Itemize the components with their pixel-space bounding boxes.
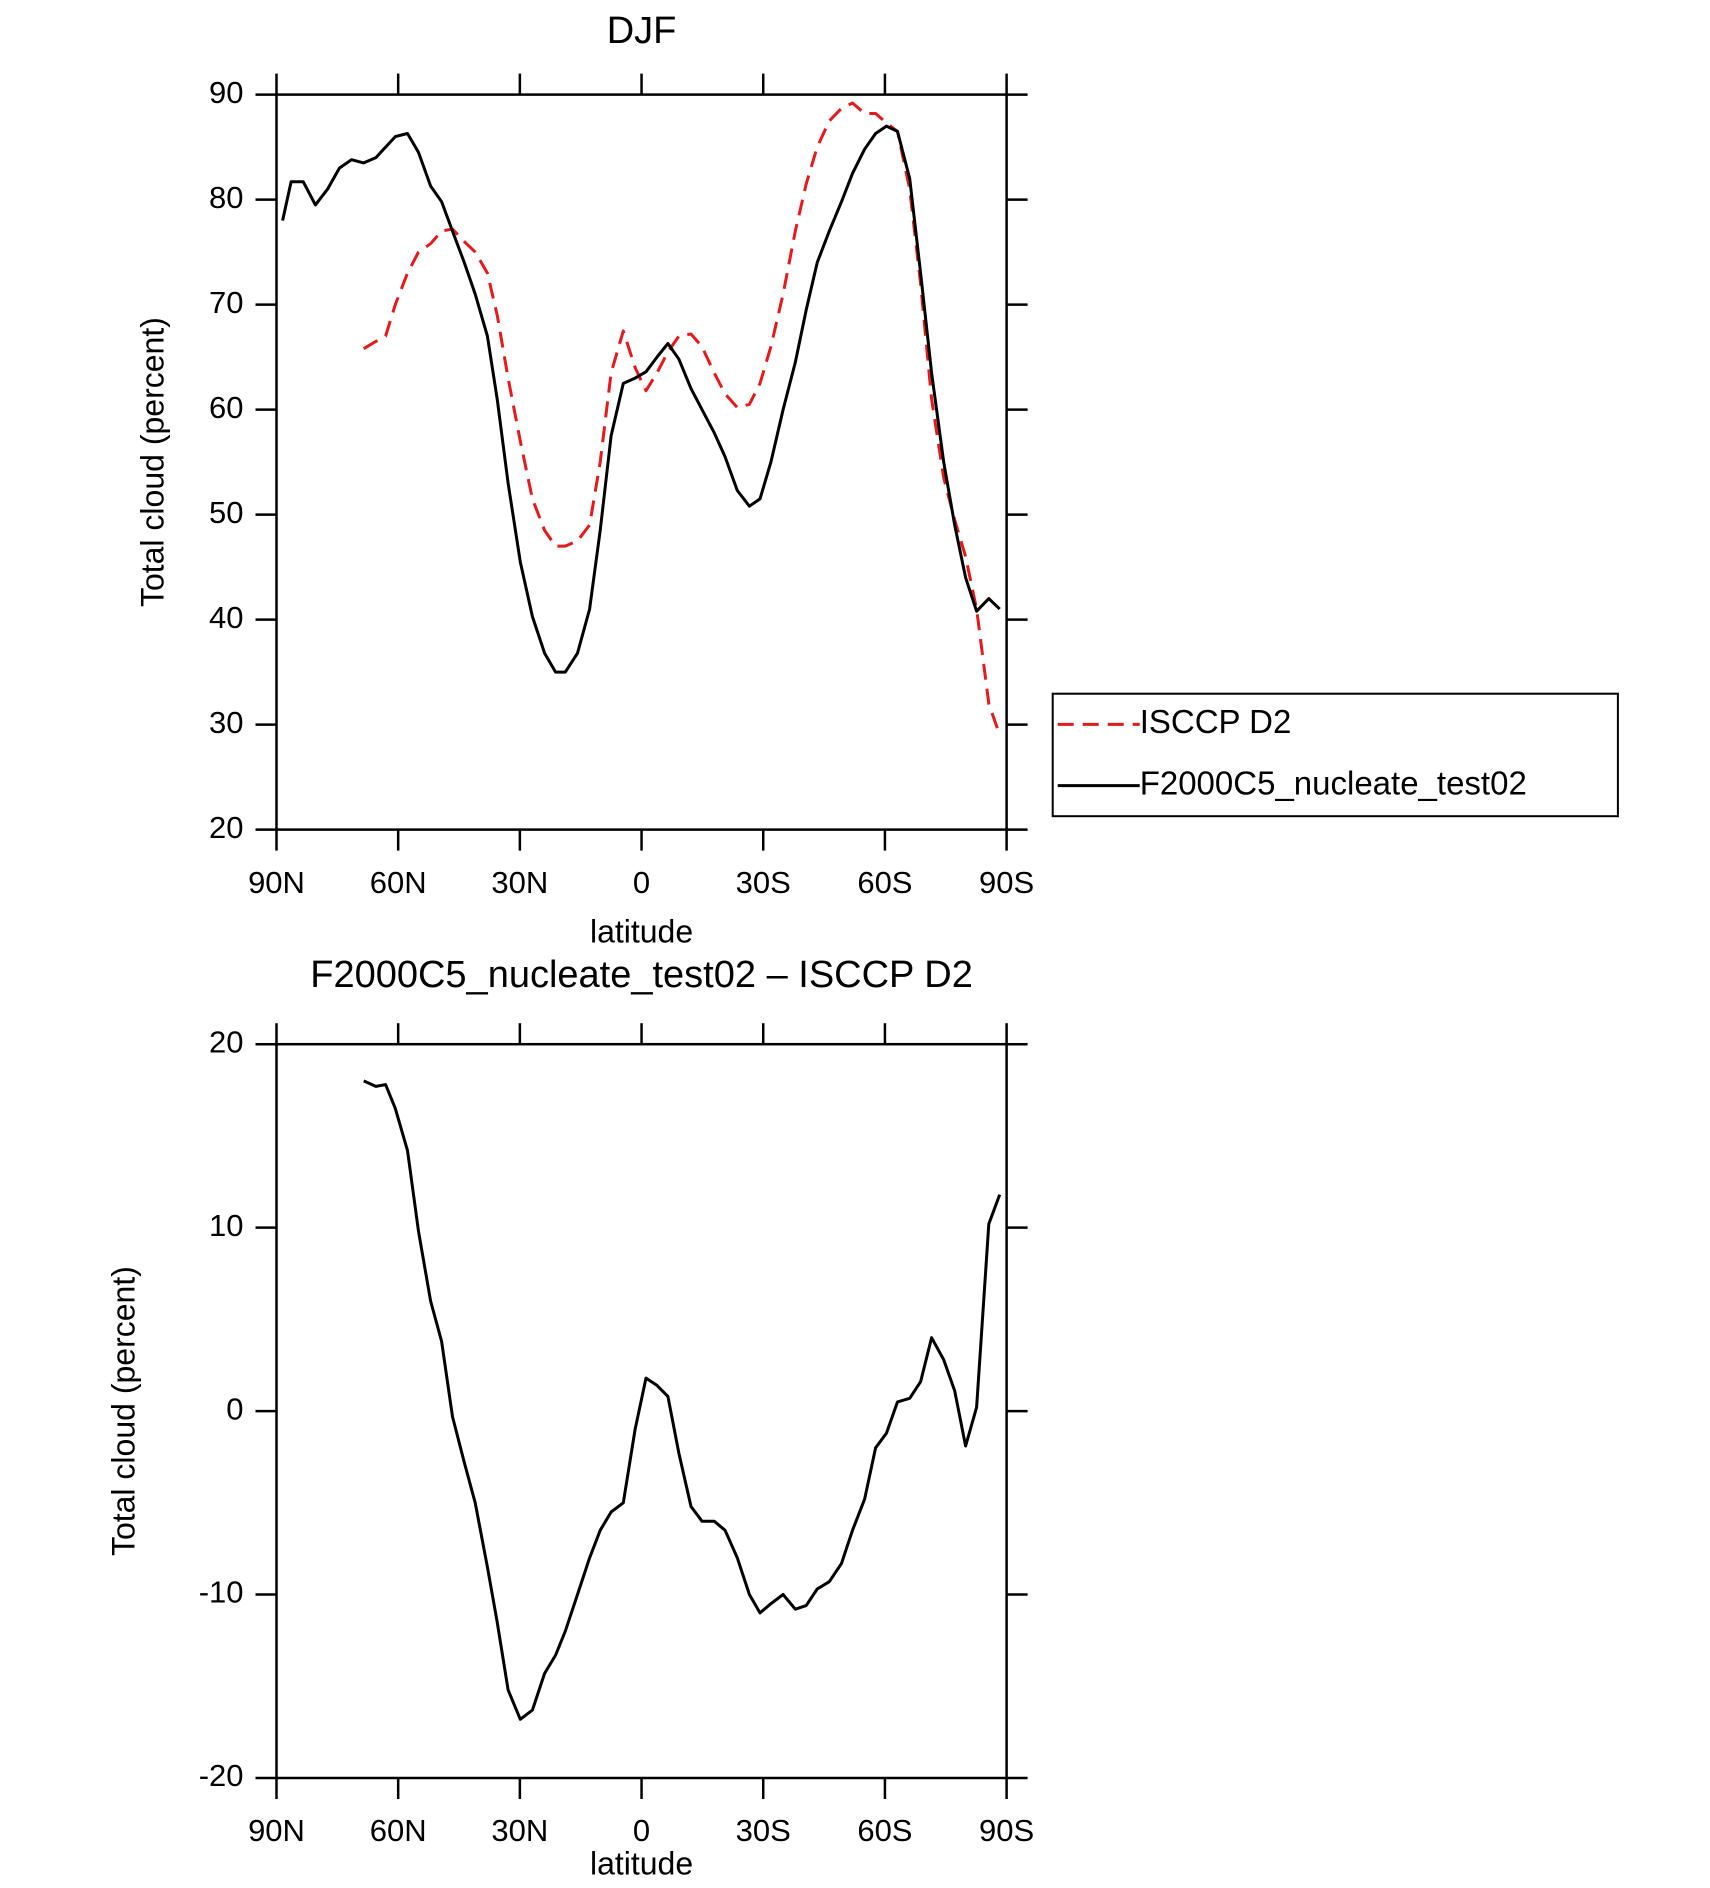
y-tick-label: 90 [209, 75, 243, 110]
x-tick-label: 0 [633, 865, 650, 900]
y-tick-label: 80 [209, 180, 243, 215]
x-axis-label: latitude [590, 1845, 693, 1881]
y-tick-label: 10 [209, 1208, 243, 1243]
chart-title: F2000C5_nucleate_test02 – ISCCP D2 [310, 954, 973, 996]
x-tick-label: 90N [248, 1813, 305, 1848]
plot-frame [275, 1042, 1008, 1780]
y-tick-label: -10 [199, 1575, 244, 1610]
x-tick-label: 30N [491, 1813, 548, 1848]
data-line [363, 1079, 1002, 1721]
x-tick-label: 60S [857, 1813, 912, 1848]
y-tick-label: 20 [209, 1024, 243, 1059]
y-tick-label: 50 [209, 495, 243, 530]
x-tick-label: 90S [979, 1813, 1034, 1848]
plot-frame [275, 93, 1008, 831]
y-axis-label: Total cloud (percent) [105, 1266, 141, 1556]
x-axis-label: latitude [590, 913, 693, 949]
data-line [281, 124, 1001, 674]
x-tick-label: 90N [248, 865, 305, 900]
legend-box [1051, 692, 1619, 818]
legend-label: F2000C5_nucleate_test02 [1140, 764, 1527, 801]
x-tick-label: 30N [491, 865, 548, 900]
data-line [362, 101, 1002, 736]
x-tick-label: 60S [857, 865, 912, 900]
y-tick-label: -20 [199, 1758, 244, 1793]
y-tick-label: 60 [209, 390, 243, 425]
chart-title: DJF [607, 10, 677, 52]
y-axis-label: Total cloud (percent) [134, 317, 170, 607]
y-tick-label: 40 [209, 600, 243, 635]
x-tick-label: 60N [370, 865, 427, 900]
x-tick-label: 90S [979, 865, 1034, 900]
y-tick-label: 70 [209, 285, 243, 320]
x-tick-label: 30S [736, 865, 791, 900]
x-tick-label: 60N [370, 1813, 427, 1848]
y-tick-label: 0 [226, 1391, 243, 1426]
y-tick-label: 20 [209, 810, 243, 845]
legend-label: ISCCP D2 [1140, 703, 1292, 740]
x-tick-label: 0 [633, 1813, 650, 1848]
x-tick-label: 30S [736, 1813, 791, 1848]
y-tick-label: 30 [209, 705, 243, 740]
